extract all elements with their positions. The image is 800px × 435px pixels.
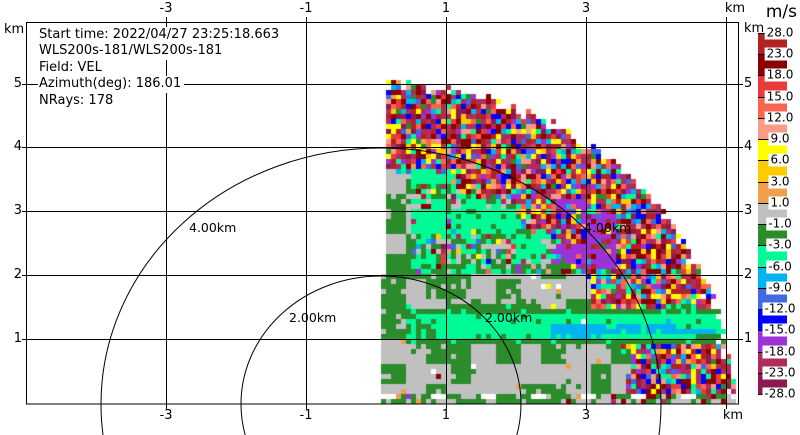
ring-label-2km-right: 2.00km	[485, 310, 533, 325]
left-tick-2: 2	[13, 267, 22, 282]
colorbar-tick-label: -15.0	[762, 322, 798, 337]
right-tick-2: 2	[744, 267, 753, 282]
ring-label-2km-left: 2.00km	[289, 310, 337, 325]
colorbar-tick-label: 9.0	[768, 131, 792, 146]
colorbar-tick-label: -28.0	[762, 386, 798, 401]
right-tick-1: 1	[744, 331, 753, 346]
right-tick-5: 5	[744, 76, 753, 91]
plot-frame	[26, 22, 739, 405]
ring-label-4km-right: 4.00km	[584, 220, 632, 235]
colorbar-tick-label: 28.0	[764, 25, 796, 40]
colorbar-tick-label: -1.0	[766, 216, 794, 231]
top-axis-unit: km	[724, 1, 746, 16]
colorbar-tick-label: 15.0	[764, 89, 796, 104]
bottom-axis-unit: km	[722, 408, 744, 423]
left-tick-1: 1	[13, 331, 22, 346]
colorbar-tick-label: 12.0	[764, 110, 796, 125]
colorbar-tick-label: -3.0	[766, 237, 794, 252]
range-ring-2km	[240, 275, 522, 435]
info-instrument: WLS200s-181/WLS200s-181	[38, 43, 226, 60]
colorbar-title: m/s	[765, 2, 797, 22]
right-tick-4: 4	[744, 139, 753, 154]
range-ring-4km	[100, 147, 662, 435]
info-azimuth: Azimuth(deg): 186.01	[38, 76, 185, 93]
bottom-tick-neg3: -3	[159, 408, 173, 423]
colorbar-tick-label: 18.0	[764, 67, 796, 82]
left-tick-4: 4	[13, 139, 22, 154]
right-axis-unit: km	[744, 21, 765, 36]
colorbar-tick-label: -23.0	[762, 365, 798, 380]
colorbar-tick-label: 23.0	[764, 46, 796, 61]
colorbar-tick-label: 6.0	[768, 152, 792, 167]
colorbar-tick-label: 3.0	[768, 174, 792, 189]
left-tick-3: 3	[13, 203, 22, 218]
colorbar-tick-label: -6.0	[766, 259, 794, 274]
scan-info-panel: Start time: 2022/04/27 23:25:18.663 WLS2…	[38, 27, 283, 110]
top-tick-1: 1	[441, 1, 451, 16]
left-tick-5: 5	[13, 76, 22, 91]
ring-label-4km-left: 4.00km	[189, 220, 237, 235]
info-nrays: NRays: 178	[38, 92, 117, 110]
bottom-tick-1: 1	[441, 408, 451, 423]
left-axis-unit: km	[4, 22, 25, 37]
colorbar-tick-label: -12.0	[762, 301, 798, 316]
colorbar-tick-label: 1.0	[768, 195, 792, 210]
top-tick-3: 3	[581, 1, 591, 16]
colorbar-tick-label: -18.0	[762, 344, 798, 359]
info-field: Field: VEL	[38, 59, 105, 77]
colorbar-tick-label: -9.0	[766, 280, 794, 295]
top-tick-neg1: -1	[299, 1, 313, 16]
top-tick-neg3: -3	[159, 1, 173, 16]
bottom-tick-3: 3	[581, 408, 591, 423]
bottom-tick-neg1: -1	[299, 408, 313, 423]
right-tick-3: 3	[744, 203, 753, 218]
info-start-time: Start time: 2022/04/27 23:25:18.663	[38, 27, 283, 44]
